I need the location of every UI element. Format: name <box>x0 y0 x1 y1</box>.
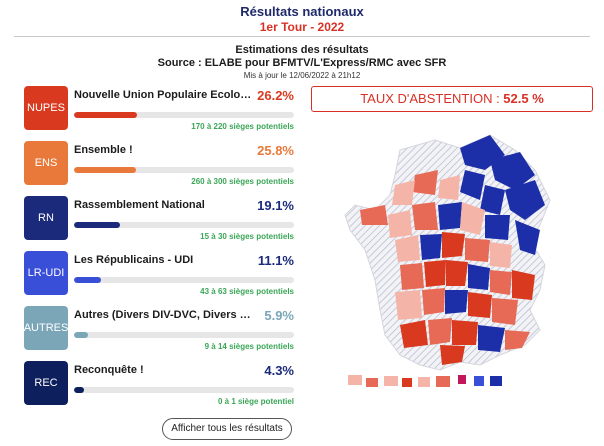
abstention-box: TAUX D'ABSTENTION : 52.5 % <box>311 86 593 112</box>
party-badge: NUPES <box>24 86 68 130</box>
party-percentage: 26.2% <box>257 88 294 103</box>
party-badge: AUTRES <box>24 306 68 350</box>
update-time: Mis à jour le 12/06/2022 à 21h12 <box>243 71 361 80</box>
party-bar-fill <box>74 387 85 393</box>
party-badge: ENS <box>24 141 68 185</box>
party-row-lr-udi[interactable]: LR-UDI Les Républicains - UDI 11.1% 43 à 63… <box>24 251 294 303</box>
map-departments <box>360 135 545 365</box>
abstention-label: TAUX D'ABSTENTION : <box>360 91 504 106</box>
party-seats: 0 à 1 siège potentiel <box>217 397 294 406</box>
party-badge: REC <box>24 361 68 405</box>
party-bar-fill <box>74 277 101 283</box>
party-name: Nouvelle Union Populaire Ecologiq... <box>74 89 254 101</box>
abstention-value: 52.5 % <box>503 91 544 106</box>
party-bar-fill <box>74 332 89 338</box>
party-percentage: 19.1% <box>257 198 294 213</box>
party-bar-track <box>74 332 294 338</box>
show-all-results-button[interactable]: Afficher tous les résultats <box>162 418 292 440</box>
party-row-autres[interactable]: AUTRES Autres (Divers DIV-DVC, Divers éco… <box>24 306 294 358</box>
party-name: Reconquête ! <box>74 364 144 376</box>
party-name: Les Républicains - UDI <box>74 254 194 266</box>
party-bar-track <box>74 167 294 173</box>
party-bar-track <box>74 387 294 393</box>
party-percentage: 5.9% <box>264 308 294 323</box>
page-header: Résultats nationaux 1er Tour - 2022 <box>0 0 604 40</box>
party-bar-track <box>74 277 294 283</box>
party-bar-track <box>74 112 294 118</box>
party-name: Rassemblement National <box>74 199 205 211</box>
source-line: Source : ELABE pour BFMTV/L'Express/RMC … <box>157 57 447 69</box>
party-badge: RN <box>24 196 68 240</box>
party-badge: LR-UDI <box>24 251 68 295</box>
header-divider <box>14 36 590 37</box>
round-label: 1er Tour - 2022 <box>259 20 345 34</box>
source-heading: Estimations des résultats <box>235 44 369 56</box>
overseas-territories <box>348 375 502 387</box>
party-row-rec[interactable]: REC Reconquête ! 4.3% 0 à 1 siège potentiel <box>24 361 294 413</box>
party-seats: 170 à 220 sièges potentiels <box>191 122 294 131</box>
page-title: Résultats nationaux <box>240 4 364 19</box>
party-bar-track <box>74 222 294 228</box>
party-percentage: 4.3% <box>264 363 294 378</box>
party-bar-fill <box>74 112 137 118</box>
party-row-rn[interactable]: RN Rassemblement National 19.1% 15 à 30 siè… <box>24 196 294 248</box>
party-percentage: 11.1% <box>257 253 294 268</box>
source-info: Estimations des résultats Source : ELABE… <box>0 44 604 81</box>
party-bar-fill <box>74 167 136 173</box>
party-row-ens[interactable]: ENS Ensemble ! 25.8% 260 à 300 sièges poten… <box>24 141 294 193</box>
france-results-map[interactable] <box>340 130 560 400</box>
party-seats: 43 à 63 sièges potentiels <box>200 287 294 296</box>
party-seats: 15 à 30 sièges potentiels <box>200 232 294 241</box>
party-row-nupes[interactable]: NUPES Nouvelle Union Populaire Ecologiq..… <box>24 86 294 138</box>
party-name: Autres (Divers DIV-DVC, Divers éco. ... <box>74 309 254 321</box>
party-name: Ensemble ! <box>74 144 133 156</box>
party-percentage: 25.8% <box>257 143 294 158</box>
party-bar-fill <box>74 222 120 228</box>
party-seats: 260 à 300 sièges potentiels <box>191 177 294 186</box>
party-seats: 9 à 14 sièges potentiels <box>204 342 294 351</box>
